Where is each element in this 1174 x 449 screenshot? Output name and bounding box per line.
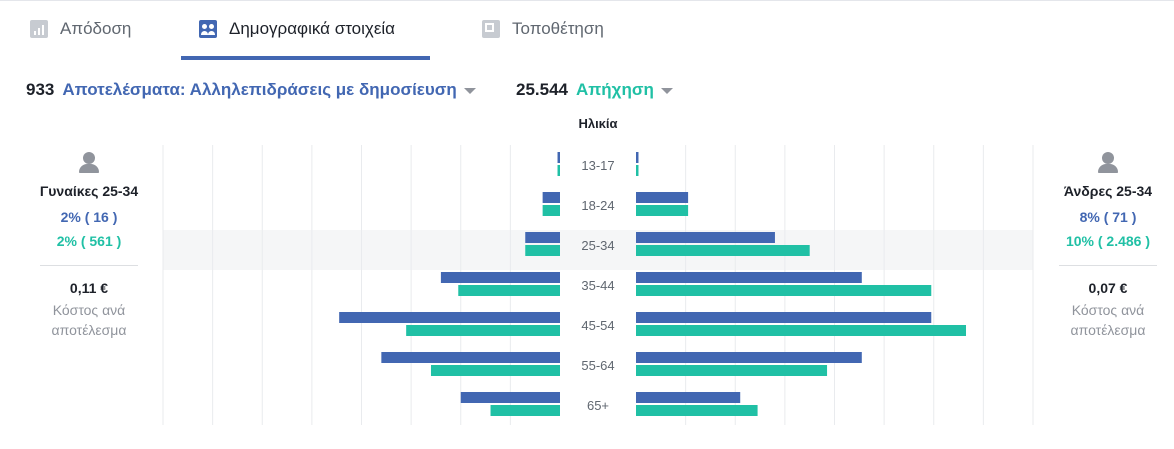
women-results-bar <box>339 312 560 323</box>
tab-label: Δημογραφικά στοιχεία <box>229 19 396 38</box>
active-tab-indicator <box>181 56 430 60</box>
results-value: 933 <box>26 80 55 99</box>
divider <box>40 265 138 266</box>
men-results-bar <box>636 232 775 243</box>
women-results-bar <box>525 232 560 243</box>
tab-demographics[interactable]: Δημογραφικά στοιχεία <box>199 19 395 39</box>
placement-icon <box>482 20 500 38</box>
tab-placement[interactable]: Τοποθέτηση <box>482 19 604 39</box>
women-reach-bar <box>525 245 560 256</box>
men-summary: Άνδρες 25-34 8% ( 71 ) 10% ( 2.486 ) 0,0… <box>1043 152 1173 340</box>
results-metric-label[interactable]: Αποτελέσματα: Αλληλεπιδράσεις με δημοσίε… <box>62 80 457 99</box>
women-reach-pct: 2% ( 561 ) <box>56 233 122 249</box>
women-reach-bar <box>458 285 560 296</box>
women-reach-bar <box>430 365 560 376</box>
women-reach-bar <box>542 205 560 216</box>
reach-metric-label[interactable]: Απήχηση <box>576 80 654 99</box>
tab-label: Τοποθέτηση <box>512 19 604 38</box>
age-label: 18-24 <box>581 198 614 213</box>
women-reach-bar <box>406 325 560 336</box>
women-cost-label: Κόστος ανά αποτέλεσμα <box>51 302 127 338</box>
women-results-bar <box>542 192 560 203</box>
men-reach-bar <box>636 205 689 216</box>
women-reach-bar <box>557 165 560 176</box>
women-results-bar <box>440 272 560 283</box>
tab-label: Απόδοση <box>60 19 132 38</box>
female-person-icon <box>79 152 99 174</box>
reach-metric-selector[interactable]: 25.544 Απήχηση <box>516 80 673 100</box>
male-person-icon <box>1098 152 1118 174</box>
men-title: Άνδρες 25-34 <box>1063 183 1153 199</box>
users-icon <box>199 20 217 38</box>
women-results-bar <box>460 392 560 403</box>
reach-value: 25.544 <box>516 80 568 99</box>
men-reach-bar <box>636 405 758 416</box>
women-cost-value: 0,11 € <box>69 280 109 296</box>
caret-down-icon[interactable] <box>660 88 673 94</box>
highlight-row <box>163 230 1033 270</box>
women-title: Γυναίκες 25-34 <box>39 183 139 199</box>
women-results-pct: 2% ( 16 ) <box>60 209 118 225</box>
men-results-bar <box>636 392 741 403</box>
women-summary: Γυναίκες 25-34 2% ( 16 ) 2% ( 561 ) 0,11… <box>24 152 154 340</box>
age-label: 35-44 <box>581 278 614 293</box>
men-results-bar <box>636 152 639 163</box>
men-results-bar <box>636 192 689 203</box>
men-results-bar <box>636 312 932 323</box>
men-reach-pct: 10% ( 2.486 ) <box>1065 233 1151 249</box>
tab-performance[interactable]: Απόδοση <box>30 19 131 39</box>
caret-down-icon[interactable] <box>463 88 476 94</box>
men-reach-bar <box>636 245 810 256</box>
men-reach-bar <box>636 285 932 296</box>
age-label: 65+ <box>587 398 609 413</box>
women-reach-bar <box>490 405 560 416</box>
women-results-bar <box>381 352 560 363</box>
men-results-bar <box>636 272 862 283</box>
age-label: 55-64 <box>581 358 614 373</box>
men-cost-label: Κόστος ανά αποτέλεσμα <box>1070 302 1146 338</box>
tab-bar: Απόδοση Δημογραφικά στοιχεία Τοποθέτηση <box>0 0 1174 60</box>
age-label: 25-34 <box>581 238 614 253</box>
men-results-pct: 8% ( 71 ) <box>1079 209 1137 225</box>
axis-title: Ηλικία <box>578 116 617 131</box>
divider <box>1059 265 1157 266</box>
age-label: 13-17 <box>581 158 614 173</box>
men-reach-bar <box>636 165 639 176</box>
women-results-bar <box>557 152 560 163</box>
men-reach-bar <box>636 325 967 336</box>
men-reach-bar <box>636 365 828 376</box>
age-label: 45-54 <box>581 318 614 333</box>
bar-chart-icon <box>30 20 48 38</box>
men-results-bar <box>636 352 862 363</box>
men-cost-value: 0,07 € <box>1088 280 1128 296</box>
results-metric-selector[interactable]: 933 Αποτελέσματα: Αλληλεπιδράσεις με δημ… <box>26 80 476 100</box>
